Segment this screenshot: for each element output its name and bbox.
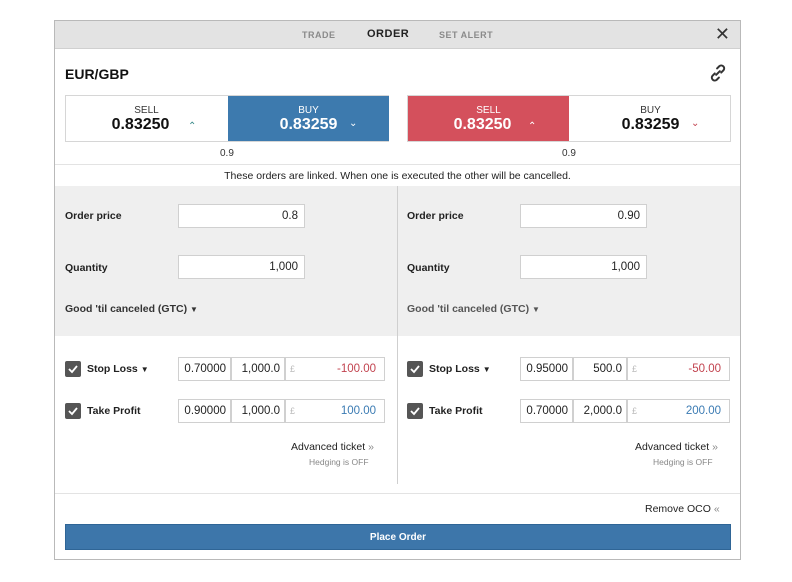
pnl-value: -50.00 xyxy=(688,363,721,375)
left-stop-loss-qty[interactable]: 1,000.0 xyxy=(231,357,285,381)
tab-order[interactable]: ORDER xyxy=(367,28,410,40)
right-order-price-input[interactable] xyxy=(520,204,647,228)
right-take-profit-pnl[interactable]: £ 200.00 xyxy=(627,399,730,423)
gtc-label: Good 'til canceled (GTC) xyxy=(65,303,188,315)
buy-label: BUY xyxy=(298,105,319,116)
left-stop-loss-level[interactable]: 0.70000 xyxy=(178,357,231,381)
link-icon[interactable] xyxy=(707,62,729,84)
remove-oco-link[interactable]: Remove OCO « xyxy=(645,503,720,515)
right-hedging-status: Hedging is OFF xyxy=(653,457,713,467)
right-advanced-ticket-link[interactable]: Advanced ticket » xyxy=(635,441,718,453)
checkmark-icon xyxy=(68,407,78,416)
left-take-profit-level[interactable]: 0.90000 xyxy=(178,399,231,423)
buy-price: 0.83259 xyxy=(621,116,680,133)
advanced-ticket-label: Advanced ticket xyxy=(635,441,710,453)
column-divider xyxy=(397,186,398,484)
left-take-profit-qty[interactable]: 1,000.0 xyxy=(231,399,285,423)
chevron-up-icon: ⌃ xyxy=(528,121,537,132)
left-stop-loss-pnl[interactable]: £ -100.00 xyxy=(285,357,385,381)
stop-loss-label: Stop Loss xyxy=(429,363,480,375)
remove-oco-label: Remove OCO xyxy=(645,503,711,515)
sell-label: SELL xyxy=(134,105,159,116)
right-take-profit-label: Take Profit xyxy=(429,405,483,417)
bottom-separator xyxy=(55,493,740,494)
linked-orders-message: These orders are linked. When one is exe… xyxy=(55,164,740,186)
left-take-profit-pnl[interactable]: £ 100.00 xyxy=(285,399,385,423)
tab-set-alert[interactable]: SET ALERT xyxy=(439,30,494,40)
gtc-label: Good 'til canceled (GTC) xyxy=(407,303,530,315)
left-order-price-label: Order price xyxy=(65,210,122,222)
checkmark-icon xyxy=(68,365,78,374)
buy-price: 0.83259 xyxy=(279,116,338,133)
right-quantity-label: Quantity xyxy=(407,262,450,274)
order-ticket-panel: TRADE ORDER SET ALERT ✕ EUR/GBP SELL 0.8… xyxy=(54,20,741,560)
left-take-profit-checkbox[interactable] xyxy=(65,403,81,419)
right-stop-loss-level[interactable]: 0.95000 xyxy=(520,357,573,381)
right-order-price-label: Order price xyxy=(407,210,464,222)
right-buy-button[interactable]: BUY 0.83259 ⌄ xyxy=(570,96,731,141)
right-stop-loss-checkbox[interactable] xyxy=(407,361,423,377)
advanced-ticket-label: Advanced ticket xyxy=(291,441,366,453)
chevron-down-icon: ⌄ xyxy=(691,118,700,129)
chevron-down-icon: ⌄ xyxy=(349,118,358,129)
sell-label: SELL xyxy=(476,105,501,116)
pnl-value: 200.00 xyxy=(685,405,721,417)
right-take-profit-qty[interactable]: 2,000.0 xyxy=(573,399,627,423)
left-stop-loss-checkbox[interactable] xyxy=(65,361,81,377)
left-quantity-label: Quantity xyxy=(65,262,108,274)
sell-price: 0.83250 xyxy=(453,116,512,133)
close-icon[interactable]: ✕ xyxy=(714,24,730,44)
left-spread: 0.9 xyxy=(220,148,234,159)
left-buy-button[interactable]: BUY 0.83259 ⌄ xyxy=(228,96,389,141)
buy-label: BUY xyxy=(640,105,661,116)
double-chevron-right-icon: » xyxy=(712,441,718,453)
checkmark-icon xyxy=(410,407,420,416)
currency-symbol: £ xyxy=(632,364,638,374)
caret-down-icon: ▼ xyxy=(532,305,540,314)
right-take-profit-level[interactable]: 0.70000 xyxy=(520,399,573,423)
left-sell-button[interactable]: SELL 0.83250 ⌃ xyxy=(66,96,227,141)
place-order-button[interactable]: Place Order xyxy=(65,524,731,550)
right-quantity-input[interactable] xyxy=(520,255,647,279)
left-order-price-input[interactable] xyxy=(178,204,305,228)
caret-down-icon: ▼ xyxy=(482,365,491,374)
left-gtc-dropdown[interactable]: Good 'til canceled (GTC) ▼ xyxy=(65,303,198,315)
right-price-box: SELL 0.83250 ⌃ BUY 0.83259 ⌄ xyxy=(407,95,731,142)
chevron-up-icon: ⌃ xyxy=(188,121,197,132)
right-spread: 0.9 xyxy=(562,148,576,159)
instrument-name: EUR/GBP xyxy=(65,66,129,82)
tab-bar: TRADE ORDER SET ALERT ✕ xyxy=(55,21,740,49)
left-advanced-ticket-link[interactable]: Advanced ticket » xyxy=(291,441,374,453)
double-chevron-right-icon: » xyxy=(368,441,374,453)
right-stop-loss-dropdown[interactable]: Stop Loss ▼ xyxy=(429,363,491,375)
right-gtc-dropdown[interactable]: Good 'til canceled (GTC) ▼ xyxy=(407,303,540,315)
pnl-value: -100.00 xyxy=(336,363,376,375)
caret-down-icon: ▼ xyxy=(140,365,149,374)
currency-symbol: £ xyxy=(290,364,296,374)
right-stop-loss-qty[interactable]: 500.0 xyxy=(573,357,627,381)
caret-down-icon: ▼ xyxy=(190,305,198,314)
left-quantity-input[interactable] xyxy=(178,255,305,279)
left-take-profit-label: Take Profit xyxy=(87,405,141,417)
left-price-box: SELL 0.83250 ⌃ BUY 0.83259 ⌄ xyxy=(65,95,389,142)
right-stop-loss-pnl[interactable]: £ -50.00 xyxy=(627,357,730,381)
left-stop-loss-dropdown[interactable]: Stop Loss ▼ xyxy=(87,363,149,375)
tab-trade[interactable]: TRADE xyxy=(302,30,336,40)
pnl-value: 100.00 xyxy=(340,405,376,417)
left-hedging-status: Hedging is OFF xyxy=(309,457,369,467)
sell-price: 0.83250 xyxy=(111,116,170,133)
right-take-profit-checkbox[interactable] xyxy=(407,403,423,419)
right-sell-button[interactable]: SELL 0.83250 ⌃ xyxy=(408,96,569,141)
checkmark-icon xyxy=(410,365,420,374)
double-chevron-left-icon: « xyxy=(713,503,720,515)
currency-symbol: £ xyxy=(632,406,638,416)
currency-symbol: £ xyxy=(290,406,296,416)
stop-loss-label: Stop Loss xyxy=(87,363,138,375)
